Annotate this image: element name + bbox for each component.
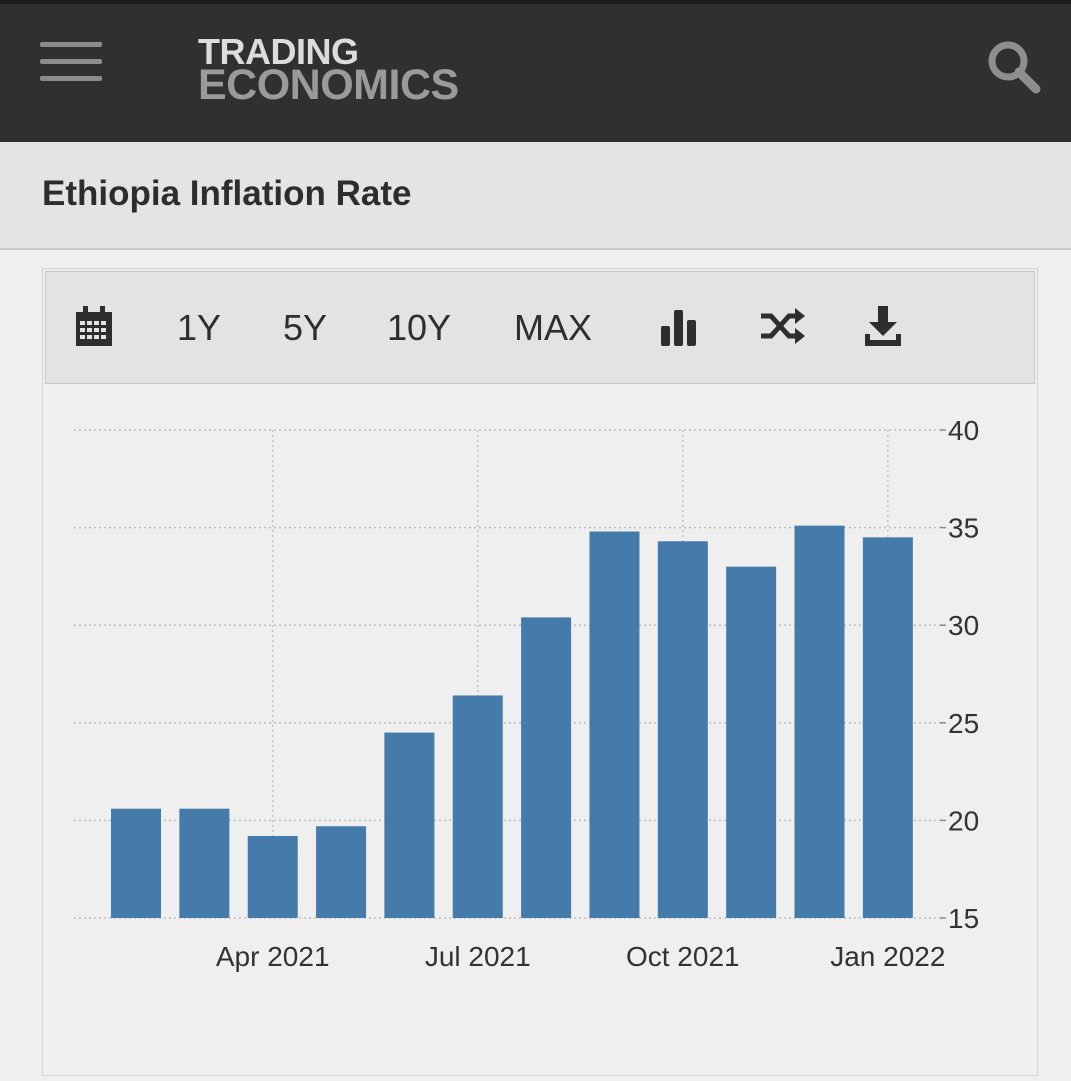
range-10y-button[interactable]: 10Y (387, 307, 452, 348)
x-tick-label: Oct 2021 (626, 941, 740, 972)
inflation-bar-chart: 15 20 25 30 35 40 Apr 2021 Jul 2021 Oct 2021 Jan … (74, 415, 979, 972)
bar-apr-2021[interactable] (247, 836, 298, 918)
chart-toolbar: 1Y 5Y 10Y MAX (45, 271, 1035, 384)
page-title: Ethiopia Inflation Rate (42, 174, 412, 213)
bar-may-2021[interactable] (316, 826, 367, 918)
hamburger-menu-icon[interactable] (40, 42, 102, 84)
range-1y-button[interactable]: 1Y (177, 307, 222, 348)
y-tick-label: 40 (948, 415, 979, 446)
calendar-icon[interactable] (76, 306, 112, 351)
bar-jan-2022[interactable] (862, 537, 913, 918)
x-tick-label: Jul 2021 (425, 941, 531, 972)
y-tick-label: 35 (948, 513, 979, 544)
logo-line-trading: TRADING (198, 31, 359, 72)
bar-oct-2021[interactable] (657, 541, 708, 918)
range-max-button[interactable]: MAX (514, 307, 593, 348)
logo-line-economics: ECONOMICS (198, 61, 459, 109)
y-tick-label: 25 (948, 708, 979, 739)
bar-aug-2021[interactable] (521, 617, 572, 918)
search-icon[interactable] (984, 37, 1044, 97)
bar-sep-2021[interactable] (589, 531, 640, 918)
range-5y-button[interactable]: 5Y (283, 307, 328, 348)
bar-jun-2021[interactable] (384, 732, 435, 918)
bar-mar-2021[interactable] (179, 808, 230, 918)
site-logo[interactable]: TRADING ECONOMICS (198, 34, 459, 107)
y-tick-label: 20 (948, 805, 979, 836)
y-tick-label: 30 (948, 610, 979, 641)
title-bar: Ethiopia Inflation Rate (0, 142, 1071, 250)
download-icon[interactable] (864, 306, 902, 351)
bar-chart-icon[interactable] (660, 308, 698, 351)
bar-nov-2021[interactable] (726, 566, 777, 918)
x-tick-label: Apr 2021 (216, 941, 330, 972)
x-tick-label: Jan 2022 (830, 941, 945, 972)
bar-jul-2021[interactable] (452, 695, 503, 918)
y-tick-label: 15 (948, 903, 979, 934)
bar-dec-2021[interactable] (794, 525, 845, 918)
bar-feb-2021[interactable] (111, 808, 161, 918)
shuffle-icon[interactable] (759, 308, 807, 349)
top-navigation-bar: TRADING ECONOMICS (0, 0, 1071, 142)
